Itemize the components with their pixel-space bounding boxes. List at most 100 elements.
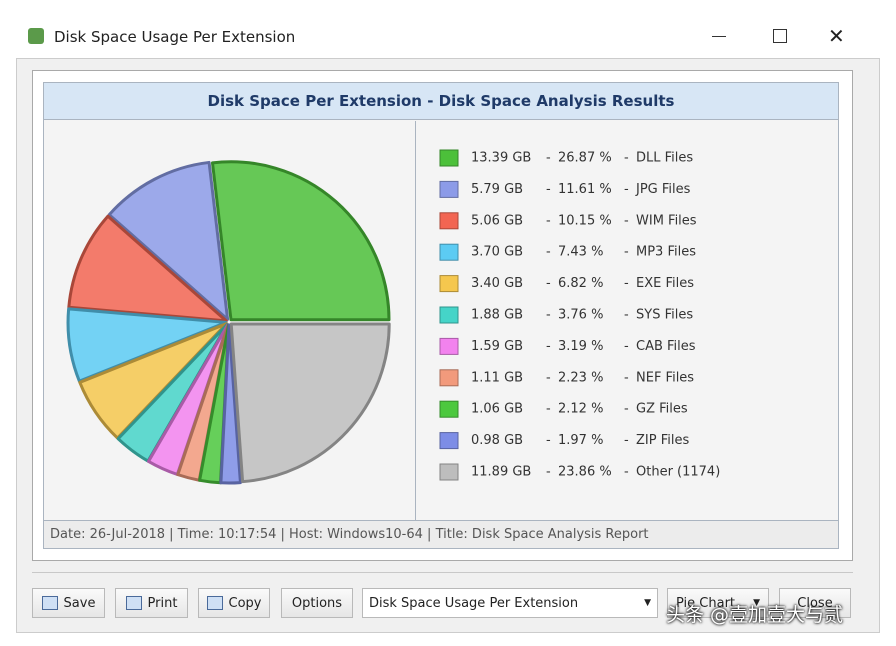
button-label: Save: [63, 595, 96, 611]
legend-name: MP3 Files: [636, 245, 696, 260]
copy-button[interactable]: Copy: [198, 588, 270, 618]
legend-size: 11.89 GB: [471, 465, 531, 480]
legend-name: NEF Files: [636, 370, 694, 385]
legend-swatch: [439, 337, 459, 355]
legend-separator: -: [546, 402, 551, 417]
legend-separator: -: [624, 182, 629, 197]
legend-name: WIM Files: [636, 213, 697, 228]
window-title: Disk Space Usage Per Extension: [54, 28, 296, 46]
button-label: Print: [147, 595, 178, 611]
watermark: 头条 @壹加壹大与贰: [666, 604, 844, 626]
legend-separator: -: [546, 465, 551, 480]
legend-percent: 7.43 %: [558, 245, 603, 260]
button-label: Copy: [228, 595, 262, 611]
pie-slice: [67, 214, 228, 323]
pie-slice: [107, 160, 230, 321]
legend-percent: 23.86 %: [558, 465, 612, 480]
pie-slice: [210, 160, 391, 322]
legend-separator: -: [624, 465, 629, 480]
pie-slice: [219, 323, 242, 485]
legend-separator: -: [624, 402, 629, 417]
legend-size: 3.70 GB: [471, 245, 523, 260]
dropdown-value: Disk Space Usage Per Extension: [369, 595, 579, 611]
legend-separator: -: [546, 308, 551, 323]
legend-separator: -: [624, 433, 629, 448]
legend-size: 3.40 GB: [471, 276, 523, 291]
dropdown-arrow: ▼: [753, 598, 760, 608]
legend-separator: -: [546, 245, 551, 260]
legend-percent: 10.15 %: [558, 213, 612, 228]
legend-percent: 26.87 %: [558, 151, 612, 166]
save-icon: [41, 596, 58, 610]
legend-separator: -: [546, 370, 551, 385]
close-dialog-button[interactable]: Close: [779, 588, 851, 618]
legend-swatch: [439, 463, 459, 481]
separator-line: [32, 572, 853, 573]
app-icon: [28, 28, 44, 44]
chart-type-dropdown[interactable]: Pie Chart ▼: [667, 588, 769, 618]
chart-title: Disk Space Per Extension - Disk Space An…: [44, 83, 838, 120]
legend-swatch: [439, 180, 459, 198]
legend-separator: -: [546, 276, 551, 291]
legend-size: 1.06 GB: [471, 402, 523, 417]
legend-percent: 3.19 %: [558, 339, 603, 354]
legend-percent: 2.12 %: [558, 402, 603, 417]
legend-size: 5.79 GB: [471, 182, 523, 197]
legend-swatch: [439, 275, 459, 293]
legend-swatch: [439, 369, 459, 387]
legend-separator: -: [546, 339, 551, 354]
copy-icon: [206, 596, 223, 610]
legend-swatch: [439, 400, 459, 418]
legend-name: DLL Files: [636, 151, 693, 166]
legend-name: JPG Files: [635, 182, 691, 197]
options-button[interactable]: Options: [281, 588, 353, 618]
print-icon: [125, 596, 142, 610]
legend-size: 1.88 GB: [471, 308, 523, 323]
legend-name: SYS Files: [636, 308, 693, 323]
legend-swatch: [439, 306, 459, 324]
legend-separator: -: [624, 339, 629, 354]
minimize-button[interactable]: [712, 36, 726, 37]
legend-separator: -: [546, 433, 551, 448]
legend-separator: -: [546, 151, 551, 166]
legend-separator: -: [624, 213, 629, 228]
legend-size: 1.11 GB: [471, 370, 523, 385]
legend-swatch: [439, 432, 459, 450]
button-label: Close: [797, 595, 833, 611]
legend-percent: 2.23 %: [558, 370, 603, 385]
legend-separator: -: [624, 308, 629, 323]
legend-size: 13.39 GB: [471, 151, 531, 166]
legend-name: GZ Files: [636, 402, 688, 417]
legend-size: 5.06 GB: [471, 213, 523, 228]
legend-percent: 3.76 %: [558, 308, 603, 323]
legend-separator: -: [624, 151, 629, 166]
legend-swatch: [439, 212, 459, 230]
legend-separator: -: [546, 213, 551, 228]
save-button[interactable]: Save: [32, 588, 105, 618]
legend-separator: -: [624, 245, 629, 260]
legend-percent: 6.82 %: [558, 276, 603, 291]
legend-swatch: [439, 243, 459, 261]
close-button[interactable]: ✕: [828, 24, 845, 48]
print-button[interactable]: Print: [115, 588, 188, 618]
pie-slice: [229, 322, 391, 484]
button-label: Options: [291, 595, 343, 611]
legend-separator: -: [624, 276, 629, 291]
legend-name: Other (1174): [636, 465, 720, 480]
legend-name: CAB Files: [636, 339, 696, 354]
legend-size: 1.59 GB: [471, 339, 523, 354]
legend-size: 0.98 GB: [471, 433, 523, 448]
legend-percent: 1.97 %: [558, 433, 603, 448]
legend-percent: 11.61 %: [558, 182, 612, 197]
report-dropdown[interactable]: Disk Space Usage Per Extension ▼: [362, 588, 658, 618]
legend-swatch: [439, 149, 459, 167]
dropdown-value: Pie Chart: [676, 595, 736, 611]
divider: [415, 121, 416, 520]
maximize-button[interactable]: [773, 29, 787, 43]
legend-separator: -: [624, 370, 629, 385]
legend-name: EXE Files: [636, 276, 694, 291]
status-footer: Date: 26-Jul-2018 | Time: 10:17:54 | Hos…: [44, 520, 838, 548]
legend-name: ZIP Files: [636, 433, 689, 448]
